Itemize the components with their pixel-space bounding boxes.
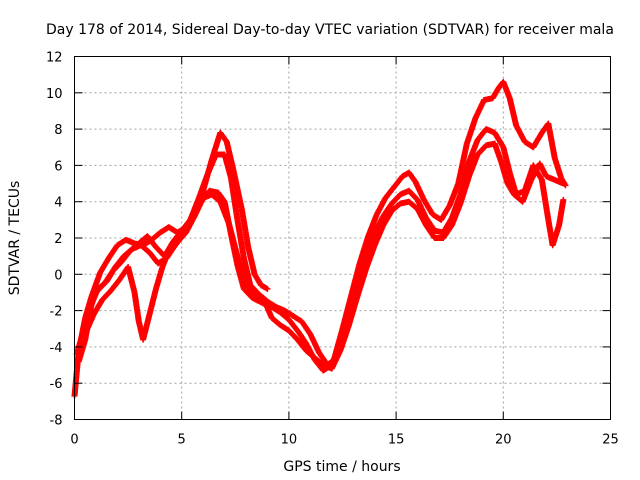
- x-tick-label: 25: [602, 433, 619, 448]
- ticks: [74, 56, 611, 420]
- x-tick-label: 5: [178, 433, 186, 448]
- data-point: [560, 180, 567, 187]
- x-tick-label: 15: [388, 433, 405, 448]
- tick-labels: -8 -6 -4 -2 0 2 4 6 8 10 12 0 5 10 15 20 25: [46, 51, 619, 448]
- series-arc-3: [75, 126, 567, 374]
- x-axis-title: GPS time / hours: [283, 459, 400, 475]
- y-tick-label: 8: [54, 123, 62, 138]
- y-tick-label: 12: [46, 51, 63, 66]
- data-point: [560, 196, 567, 203]
- series-layer: [71, 78, 569, 399]
- y-tick-label: 2: [54, 232, 62, 247]
- y-tick-label: -4: [50, 341, 63, 356]
- y-axis-title: SDTVAR / TECUs: [7, 181, 23, 296]
- x-tick-label: 0: [70, 433, 78, 448]
- y-tick-label: -6: [50, 377, 63, 392]
- y-tick-label: 6: [54, 159, 62, 174]
- y-tick-label: 4: [54, 196, 62, 211]
- series-arc-4: [77, 140, 567, 372]
- y-tick-label: 0: [54, 268, 62, 283]
- x-tick-label: 10: [281, 433, 298, 448]
- chart-title: Day 178 of 2014, Sidereal Day-to-day VTE…: [46, 22, 614, 38]
- y-tick-label: 10: [46, 87, 63, 102]
- y-tick-label: -8: [50, 414, 63, 429]
- x-tick-label: 20: [495, 433, 512, 448]
- data-point: [264, 285, 271, 292]
- y-tick-label: -2: [50, 305, 63, 320]
